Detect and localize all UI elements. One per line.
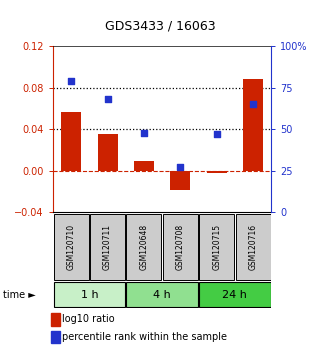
Text: GSM120711: GSM120711 bbox=[103, 224, 112, 270]
Bar bbox=[51, 331, 60, 343]
Point bbox=[69, 78, 74, 84]
Bar bbox=[134, 161, 154, 171]
Text: log10 ratio: log10 ratio bbox=[62, 314, 115, 324]
FancyBboxPatch shape bbox=[126, 215, 161, 280]
Bar bbox=[207, 171, 227, 173]
Text: GSM120710: GSM120710 bbox=[67, 224, 76, 270]
FancyBboxPatch shape bbox=[90, 215, 125, 280]
FancyBboxPatch shape bbox=[54, 282, 125, 307]
FancyBboxPatch shape bbox=[199, 215, 234, 280]
Bar bbox=[51, 313, 60, 326]
FancyBboxPatch shape bbox=[163, 215, 198, 280]
Text: 1 h: 1 h bbox=[81, 290, 98, 300]
Text: GSM120716: GSM120716 bbox=[248, 224, 257, 270]
Point bbox=[141, 130, 146, 135]
Text: percentile rank within the sample: percentile rank within the sample bbox=[62, 332, 227, 342]
Text: GSM120648: GSM120648 bbox=[139, 224, 148, 270]
Point bbox=[105, 96, 110, 102]
Text: 24 h: 24 h bbox=[222, 290, 247, 300]
Bar bbox=[243, 79, 263, 171]
FancyBboxPatch shape bbox=[236, 215, 271, 280]
Point bbox=[250, 101, 256, 107]
Point bbox=[214, 131, 219, 137]
Bar bbox=[61, 112, 81, 171]
FancyBboxPatch shape bbox=[199, 282, 271, 307]
FancyBboxPatch shape bbox=[54, 215, 89, 280]
Text: GDS3433 / 16063: GDS3433 / 16063 bbox=[105, 19, 216, 33]
Text: GSM120708: GSM120708 bbox=[176, 224, 185, 270]
Text: GSM120715: GSM120715 bbox=[212, 224, 221, 270]
Bar bbox=[170, 171, 190, 189]
Text: time ►: time ► bbox=[3, 290, 36, 300]
FancyBboxPatch shape bbox=[126, 282, 198, 307]
Point bbox=[178, 165, 183, 170]
Bar bbox=[98, 135, 117, 171]
Text: 4 h: 4 h bbox=[153, 290, 171, 300]
